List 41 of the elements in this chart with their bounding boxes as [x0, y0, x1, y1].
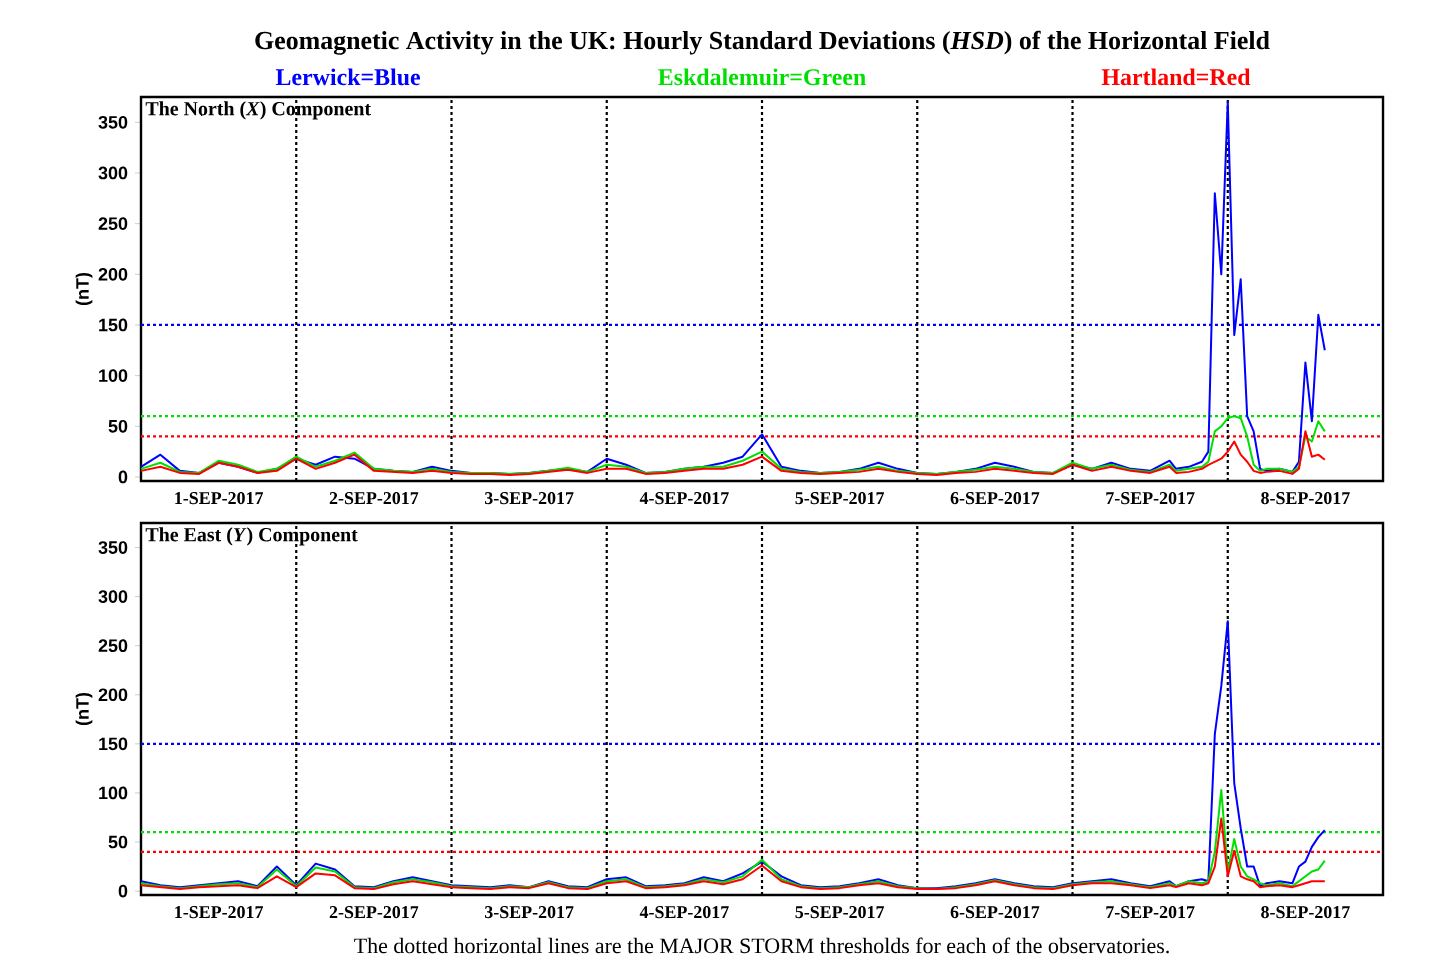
x-tick-label: 5-SEP-2017 [795, 492, 885, 505]
x-tick-label: 3-SEP-2017 [484, 492, 574, 505]
x-tick-label: 2-SEP-2017 [329, 492, 419, 505]
x-tick-label: 4-SEP-2017 [639, 492, 729, 505]
text: Eskdalemuir=Green [658, 68, 866, 86]
x-tick-label: 3-SEP-2017 [484, 906, 574, 919]
y-tick-label: 100 [99, 369, 128, 382]
x-tick-label: 4-SEP-2017 [639, 906, 729, 919]
chart-subtitle: The East (Y) Component [145, 527, 358, 546]
y-tick-label: 200 [98, 688, 128, 702]
y-tick-label: 150 [99, 737, 128, 751]
x-tick-label: 7-SEP-2017 [1106, 492, 1195, 505]
y-tick-label: 350 [98, 541, 128, 554]
text: The dotted horizontal lines are the MAJOR STORM thresholds for each of the observatories. [354, 937, 1169, 954]
text: Lerwick=Blue [275, 68, 421, 86]
x-tick-label: 1-SEP-2017 [175, 492, 264, 505]
x-tick-label: 1-SEP-2017 [175, 906, 264, 919]
x-tick-label: 2-SEP-2017 [329, 906, 419, 919]
y-axis-title: (nT) [75, 272, 93, 306]
y-tick-label: 50 [108, 419, 128, 433]
y-tick-label: 250 [98, 217, 128, 230]
text: Hartland=Red [1101, 68, 1251, 86]
y-tick-label: 200 [98, 267, 128, 281]
y-axis-title: (nT) [75, 692, 93, 726]
y-tick-label: 350 [98, 115, 128, 129]
x-tick-label: 8-SEP-2017 [1261, 492, 1350, 505]
x-tick-label: 6-SEP-2017 [950, 492, 1040, 505]
y-tick-label: 300 [98, 166, 128, 180]
y-tick-label: 0 [118, 884, 128, 898]
y-tick-label: 0 [118, 470, 128, 484]
y-tick-label: 150 [99, 318, 128, 332]
x-tick-label: 8-SEP-2017 [1261, 906, 1350, 919]
x-tick-label: 6-SEP-2017 [950, 906, 1040, 919]
y-tick-label: 100 [99, 786, 128, 800]
chart-title: Geomagnetic Activity in the UK: Hourly Standard Deviations (HSD) of the Horizontal Field [255, 30, 1270, 55]
chart-subtitle: The North (X) Component [145, 101, 371, 120]
x-tick-label: 7-SEP-2017 [1106, 906, 1195, 919]
y-tick-label: 50 [108, 835, 128, 849]
y-tick-label: 250 [98, 639, 128, 653]
x-tick-label: 5-SEP-2017 [795, 906, 885, 919]
y-tick-label: 300 [98, 590, 128, 603]
